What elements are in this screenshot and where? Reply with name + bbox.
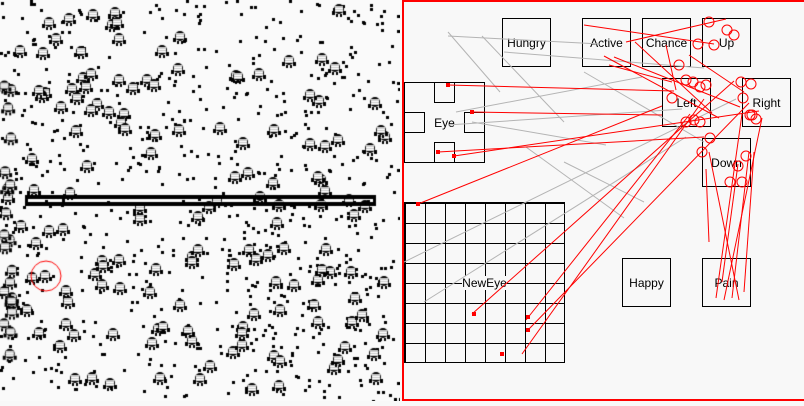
excitatory-link — [731, 151, 750, 299]
inhibitory-link — [583, 71, 705, 143]
excitatory-link — [723, 117, 763, 301]
node-happy[interactable]: Happy — [622, 258, 671, 307]
inhibitory-link — [481, 35, 565, 123]
synapse-marker — [721, 24, 733, 36]
synapse-marker — [735, 76, 747, 88]
excitatory-link — [525, 113, 691, 321]
synapse-marker — [704, 132, 716, 144]
synapse-marker — [700, 79, 712, 91]
node-label: Hungry — [507, 35, 546, 50]
synapse-marker — [696, 146, 708, 158]
excitatory-link — [688, 54, 745, 93]
excitatory-link — [625, 18, 727, 43]
node-label: Happy — [629, 275, 664, 290]
synapse-source — [452, 154, 456, 158]
node-active[interactable]: Active — [582, 18, 631, 67]
excitatory-link — [527, 102, 750, 331]
synapse-marker — [708, 39, 720, 51]
excitatory-link — [634, 41, 713, 114]
synapse-marker — [744, 109, 756, 121]
synapse-marker — [692, 38, 704, 50]
synapse-marker — [732, 160, 744, 172]
node-hungry[interactable]: Hungry — [502, 18, 551, 67]
node-eye[interactable]: Eye — [404, 82, 485, 163]
synapse-source — [526, 315, 530, 319]
inhibitory-link — [525, 146, 625, 219]
synapse-source — [526, 328, 530, 332]
node-label: Left — [676, 95, 697, 110]
excitatory-link — [613, 56, 741, 108]
synapse-links — [404, 16, 763, 356]
synapse-source — [446, 83, 450, 87]
inhibitory-link — [423, 136, 687, 303]
inhibitory-link — [471, 121, 607, 146]
node-pain[interactable]: Pain — [702, 258, 751, 307]
synapse-marker — [724, 176, 736, 188]
excitatory-link — [453, 110, 760, 157]
synapse-marker — [740, 150, 752, 162]
world-canvas[interactable] — [0, 0, 400, 401]
eye-sensor-down — [434, 142, 455, 163]
synapse-marker — [737, 92, 749, 104]
excitatory-link — [743, 151, 755, 293]
synapse-marker — [688, 114, 700, 126]
synapse-marker — [703, 16, 715, 28]
inhibitory-link — [447, 108, 683, 126]
excitatory-link — [417, 105, 663, 205]
synapse-marker — [680, 74, 692, 86]
node-label: Pain — [714, 275, 739, 290]
excitatory-link — [447, 84, 675, 92]
synapse-marker — [673, 59, 685, 71]
excitatory-link — [705, 168, 710, 243]
synapse-marker — [694, 116, 706, 128]
synapse-marker — [728, 29, 740, 41]
node-label: Active — [590, 35, 623, 50]
eye-sensor-up — [434, 82, 455, 103]
excitatory-link — [471, 80, 735, 315]
inhibitory-link — [447, 31, 501, 93]
node-label: Eye — [434, 115, 455, 130]
excitatory-link — [708, 151, 740, 301]
excitatory-link — [665, 44, 677, 91]
inhibitory-link — [563, 161, 645, 203]
synapse-marker — [736, 176, 748, 188]
brain-view[interactable]: Hungry Active Chance Up Left Right Eye D… — [402, 0, 804, 401]
excitatory-link — [437, 136, 705, 153]
node-label: Right — [752, 95, 781, 110]
world-view[interactable] — [0, 0, 400, 401]
synapse-source — [416, 202, 420, 206]
inhibitory-link — [455, 76, 643, 113]
synapse-source — [470, 110, 474, 114]
synapse-marker — [687, 76, 699, 88]
synapse-source — [436, 150, 440, 154]
synapse-marker — [666, 92, 678, 104]
excitatory-link — [471, 111, 663, 116]
synapse-source — [472, 312, 476, 316]
node-label: NewEye — [462, 275, 507, 290]
excitatory-link — [608, 64, 673, 83]
synapse-source — [500, 352, 504, 356]
synapse-marker — [750, 113, 762, 125]
synapse-marker — [694, 81, 706, 93]
excitatory-link — [583, 24, 715, 45]
excitatory-link — [521, 98, 705, 355]
inhibitory-link — [447, 35, 601, 45]
excitatory-link — [715, 113, 743, 299]
synapse-marker — [745, 78, 757, 90]
excitatory-link — [721, 163, 739, 283]
eye-sensor-left — [404, 112, 425, 133]
synapse-marker — [680, 116, 692, 128]
excitatory-link — [603, 55, 720, 119]
node-neweye[interactable]: NewEye — [404, 202, 565, 363]
